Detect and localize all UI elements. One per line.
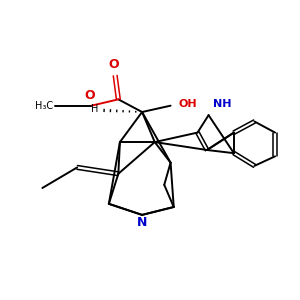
Text: NH: NH	[213, 100, 232, 110]
Text: H₃C: H₃C	[35, 101, 53, 111]
Text: O: O	[85, 89, 95, 102]
Text: methyl: methyl	[50, 100, 70, 105]
Text: OH: OH	[178, 99, 197, 109]
Text: H: H	[91, 104, 98, 115]
Text: N: N	[137, 217, 147, 230]
Text: O: O	[108, 58, 119, 71]
